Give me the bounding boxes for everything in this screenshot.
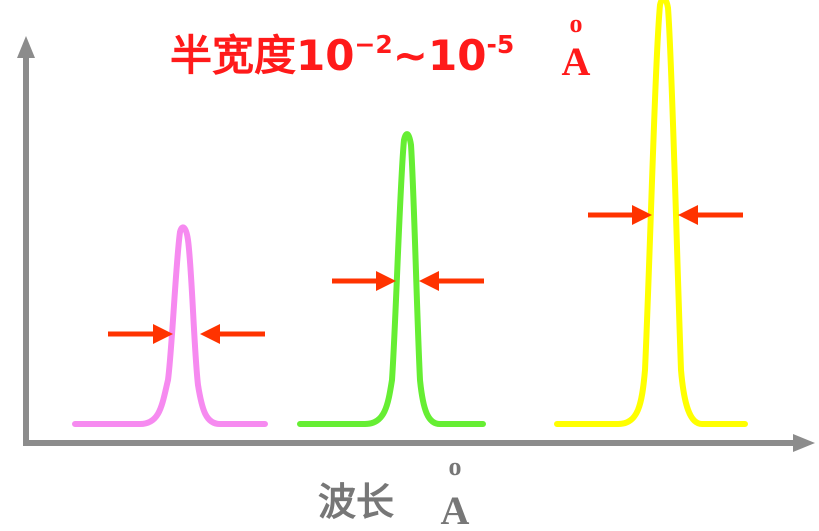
- arrow-yellow-left: [588, 205, 652, 225]
- x-axis-unit-ring: o: [449, 452, 462, 481]
- halfwidth-arrows: [108, 205, 743, 344]
- arrow-pink-right: [200, 324, 265, 344]
- arrow-green-left: [332, 271, 396, 291]
- axes: [17, 36, 815, 452]
- arrow-pink-left: [108, 324, 173, 344]
- title-unit-ring: o: [570, 9, 583, 38]
- peak-pink: [72, 224, 268, 427]
- title-unit-letter: A: [562, 39, 591, 84]
- peak-green: [297, 131, 486, 427]
- x-axis-label: 波长 o A: [318, 452, 470, 531]
- x-axis-arrowhead: [793, 434, 815, 452]
- title-text: 半宽度10−2~10-5: [170, 30, 514, 80]
- peaks: [72, 0, 748, 427]
- x-axis-unit-letter: A: [441, 488, 470, 531]
- title: 半宽度10−2~10-5 o A: [170, 9, 591, 84]
- arrow-yellow-right: [678, 205, 743, 225]
- arrow-green-right: [419, 271, 484, 291]
- y-axis-arrowhead: [17, 36, 35, 58]
- peak-yellow: [554, 0, 748, 427]
- x-axis-label-text: 波长: [318, 480, 394, 524]
